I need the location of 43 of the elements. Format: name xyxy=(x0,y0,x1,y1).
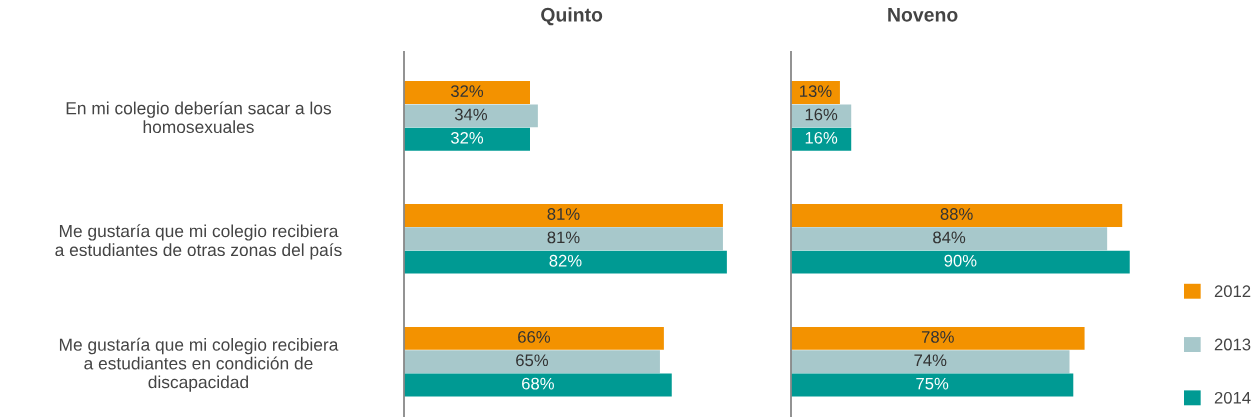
data-label: 32% xyxy=(450,85,484,98)
chart-title: Noveno xyxy=(888,8,958,22)
bar xyxy=(404,81,530,104)
data-label: 82% xyxy=(549,254,582,267)
bar xyxy=(791,373,1074,397)
data-label: 88% xyxy=(940,208,973,220)
bar xyxy=(791,350,1070,374)
bar xyxy=(404,350,660,374)
bar xyxy=(791,204,1123,227)
data-label: 16% xyxy=(805,131,838,144)
bar xyxy=(791,326,1085,350)
bar xyxy=(404,104,538,128)
data-label: 65% xyxy=(516,354,549,367)
data-label: 84% xyxy=(933,231,966,244)
data-label: 90% xyxy=(944,254,977,267)
data-label: 81% xyxy=(547,208,580,220)
data-label: 75% xyxy=(916,377,949,390)
y-tick-label: En mi colegio deberían sacar a los homosexuales xyxy=(66,101,331,134)
data-label: 74% xyxy=(914,354,947,367)
data-label: 78% xyxy=(921,331,954,343)
bar xyxy=(791,127,852,151)
bar xyxy=(404,250,727,274)
legend-label: 2014 xyxy=(1214,391,1251,404)
data-label: 34% xyxy=(454,108,488,121)
data-label: 81% xyxy=(547,231,580,244)
data-label: 68% xyxy=(522,377,554,390)
bar xyxy=(404,326,664,350)
y-tick-label: Me gustaría que mi colegio recibiera a estudiantes en condición de discapacidad xyxy=(59,337,339,392)
data-label: 32% xyxy=(450,131,484,144)
legend-label: 2013 xyxy=(1214,338,1251,351)
bar xyxy=(791,104,852,128)
bar xyxy=(404,227,723,251)
bar xyxy=(791,227,1108,251)
bar xyxy=(404,127,530,151)
bar xyxy=(404,373,672,397)
bar xyxy=(791,250,1130,274)
data-label: 66% xyxy=(518,331,551,343)
bar xyxy=(404,204,723,227)
chart-title: Quinto xyxy=(541,7,603,26)
data-label: 16% xyxy=(805,108,838,121)
legend-label: 2012 xyxy=(1214,285,1251,298)
data-label: 13% xyxy=(800,85,832,98)
y-tick-label: Me gustaría que mi colegio recibiera a estudiantes de otras zonas del país xyxy=(55,224,342,260)
